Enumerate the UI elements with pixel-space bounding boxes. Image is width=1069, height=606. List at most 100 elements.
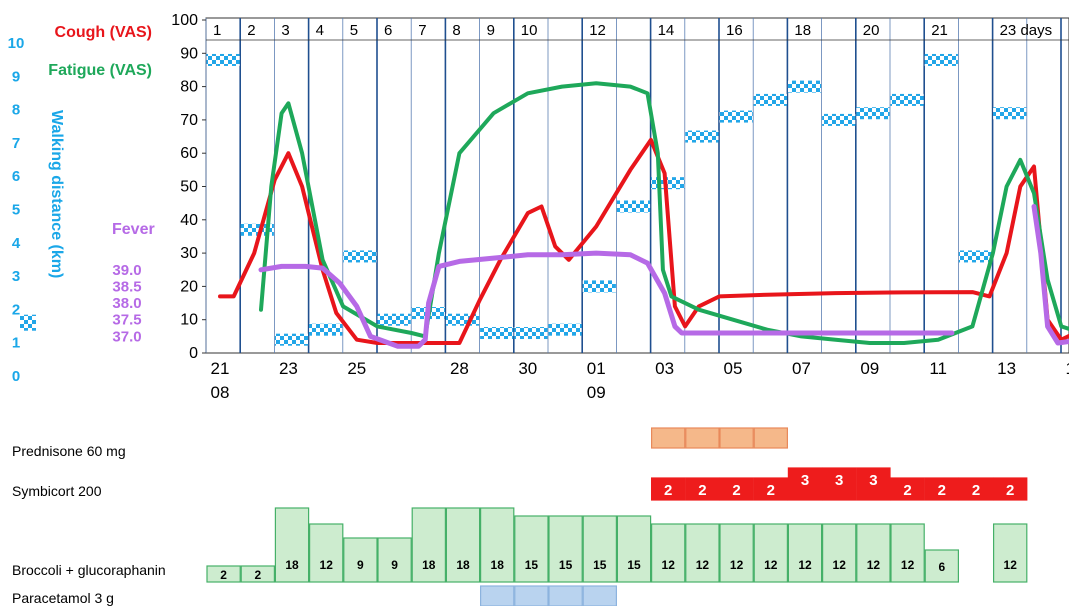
x-month-label: 08 bbox=[211, 383, 230, 402]
x-date-label: 01 bbox=[587, 359, 606, 378]
medication-block bbox=[685, 427, 720, 449]
medication-block bbox=[309, 523, 344, 583]
medication-block bbox=[890, 477, 925, 501]
medication-block bbox=[992, 477, 1028, 501]
fever-axis-label: Fever bbox=[112, 221, 155, 238]
x-date-label: 03 bbox=[655, 359, 674, 378]
walking-tick-label: 8 bbox=[12, 102, 20, 119]
medication-block bbox=[650, 427, 686, 449]
walking-distance-block bbox=[309, 323, 343, 336]
day-number-label: 7 bbox=[418, 22, 426, 39]
medication-block bbox=[480, 585, 515, 606]
medication-label: Broccoli + glucoraphanin bbox=[12, 562, 166, 578]
medication-dose-label: 15 bbox=[593, 558, 607, 572]
medication-dose-label: 3 bbox=[801, 472, 809, 489]
medication-dose-label: 2 bbox=[732, 482, 740, 499]
medication-block bbox=[445, 507, 481, 583]
walking-distance-block bbox=[719, 110, 753, 123]
medication-dose-label: 12 bbox=[730, 558, 744, 572]
x-date-label: 21 bbox=[211, 359, 230, 378]
medication-label: Prednisone 60 mg bbox=[12, 443, 126, 459]
medication-dose-label: 18 bbox=[491, 558, 505, 572]
medication-dose-label: 2 bbox=[220, 568, 227, 582]
medication-block bbox=[274, 507, 310, 583]
y-tick-label: 100 bbox=[171, 12, 198, 29]
walking-tick-label: 7 bbox=[12, 135, 20, 152]
medication-dose-label: 9 bbox=[391, 558, 398, 572]
medication-block bbox=[753, 523, 789, 583]
day-number-label: 9 bbox=[487, 22, 495, 39]
medication-dose-label: 18 bbox=[422, 558, 436, 572]
medication-block bbox=[753, 477, 789, 501]
walking-distance-block bbox=[274, 333, 309, 346]
walking-distance-block bbox=[616, 200, 651, 213]
y-tick-label: 50 bbox=[180, 179, 198, 196]
walking-tick-label: 0 bbox=[12, 368, 20, 385]
day-number-label: 6 bbox=[384, 22, 392, 39]
medication-block bbox=[924, 477, 960, 501]
day-number-label: 8 bbox=[452, 22, 460, 39]
walking-distance-block bbox=[548, 323, 582, 336]
y-tick-label: 40 bbox=[180, 212, 198, 229]
day-number-label: 21 bbox=[931, 22, 948, 39]
medication-block bbox=[582, 585, 618, 606]
x-date-label: 05 bbox=[724, 359, 743, 378]
x-month-label: 09 bbox=[587, 383, 606, 402]
medication-dose-label: 2 bbox=[698, 482, 706, 499]
walking-distance-block bbox=[787, 80, 822, 93]
walking-distance-block bbox=[822, 113, 856, 126]
medication-block bbox=[480, 507, 515, 583]
medication-dose-label: 12 bbox=[696, 558, 710, 572]
walking-distance-block bbox=[958, 250, 993, 263]
medication-dose-label: 12 bbox=[901, 558, 915, 572]
medication-dose-label: 15 bbox=[559, 558, 573, 572]
walking-distance-block bbox=[206, 53, 240, 66]
medication-block bbox=[924, 549, 960, 583]
x-date-label: 13 bbox=[997, 359, 1016, 378]
medication-block bbox=[343, 537, 378, 583]
medication-dose-label: 2 bbox=[938, 482, 946, 499]
walking-tick-label: 1 bbox=[12, 335, 20, 352]
medication-dose-label: 18 bbox=[285, 558, 299, 572]
fever-tick-label: 37.5 bbox=[112, 312, 141, 329]
medication-dose-label: 12 bbox=[833, 558, 847, 572]
medication-block bbox=[856, 523, 891, 583]
day-number-label: 23 days bbox=[1000, 22, 1053, 39]
medication-dose-label: 2 bbox=[767, 482, 775, 499]
cough-axis-label: Cough (VAS) bbox=[55, 24, 152, 41]
walking-tick-label: 10 bbox=[8, 35, 25, 52]
walking-distance-block bbox=[890, 93, 924, 106]
day-number-label: 20 bbox=[863, 22, 880, 39]
cough-line bbox=[218, 137, 1069, 345]
x-date-label: 30 bbox=[518, 359, 537, 378]
medication-dose-label: 2 bbox=[972, 482, 980, 499]
y-tick-label: 60 bbox=[180, 145, 198, 162]
medication-dose-label: 12 bbox=[662, 558, 676, 572]
medication-dose-label: 12 bbox=[320, 558, 334, 572]
fever-tick-label: 38.5 bbox=[112, 278, 141, 295]
medication-block bbox=[719, 427, 754, 449]
medication-dose-label: 12 bbox=[1004, 558, 1018, 572]
day-number-label: 1 bbox=[213, 22, 221, 39]
medication-block bbox=[548, 515, 583, 583]
plot-frame bbox=[205, 17, 1069, 354]
day-number-label: 3 bbox=[281, 22, 289, 39]
walking-distance-block bbox=[514, 327, 548, 340]
medication-block bbox=[411, 507, 447, 583]
walking-distance-block bbox=[582, 280, 616, 293]
fever-line bbox=[1031, 204, 1069, 346]
x-date-label: 23 bbox=[279, 359, 298, 378]
x-date-label: 15 bbox=[1066, 359, 1069, 378]
y-tick-label: 30 bbox=[180, 245, 198, 262]
medication-label: Paracetamol 3 g bbox=[12, 590, 114, 606]
medication-dose-label: 9 bbox=[357, 558, 364, 572]
walking-axis-label: Walking distance (km) bbox=[48, 110, 65, 278]
medication-block bbox=[206, 565, 241, 583]
medication-dose-label: 15 bbox=[627, 558, 641, 572]
medication-block bbox=[650, 477, 686, 501]
x-date-label: 09 bbox=[860, 359, 879, 378]
day-number-label: 2 bbox=[247, 22, 255, 39]
medication-block bbox=[685, 523, 720, 583]
medication-block bbox=[787, 523, 823, 583]
